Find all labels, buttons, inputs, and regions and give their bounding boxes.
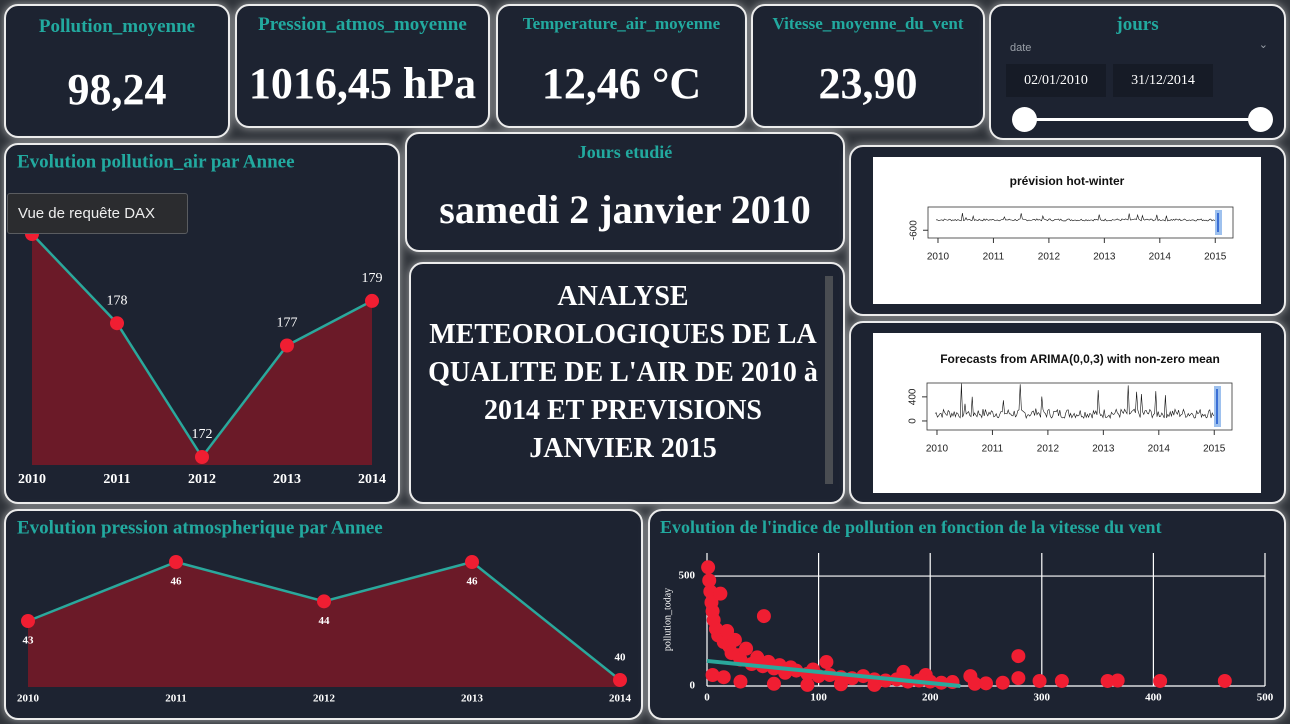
slicer-title: jours [1116, 14, 1159, 35]
card-title: Pression_atmos_moyenne [258, 14, 467, 35]
slider-handle[interactable] [1012, 107, 1037, 132]
plot-image [873, 333, 1261, 493]
slicer-start[interactable]: 02/01/2010 [1006, 64, 1106, 97]
card-title: Vitesse_moyenne_du_vent [772, 14, 964, 33]
image-tile [849, 145, 1286, 316]
tooltip: Vue de requête DAX [7, 193, 188, 234]
card-value: 98,24 [67, 65, 167, 114]
slicer-field: date [1010, 42, 1032, 54]
card: Pollution_moyenne 98,24 [4, 4, 230, 138]
text-box-content: ANALYSE METEOROLOGIQUES DE LA QUALITE DE… [428, 281, 818, 464]
card-title: Pollution_moyenne [38, 16, 196, 37]
day-card-value: samedi 2 janvier 2010 [439, 187, 811, 232]
slider-handle[interactable] [1248, 107, 1273, 132]
scrollbar[interactable] [825, 276, 833, 484]
slicer: jours date ⌄ 02/01/2010 31/12/2014 [989, 4, 1286, 140]
card-value: 1016,45 hPa [248, 59, 477, 108]
card: Temperature_air_moyenne 12,46 °C [496, 4, 747, 128]
slider-track [1024, 118, 1260, 121]
plot-image [873, 157, 1261, 304]
slicer-end[interactable]: 31/12/2014 [1113, 64, 1213, 97]
slicer-chevron[interactable]: ⌄ [1258, 39, 1268, 51]
day-card-title: Jours etudié [577, 142, 673, 162]
card-value: 23,90 [818, 59, 918, 108]
area-chart-tile [4, 509, 643, 720]
text-box: ANALYSE METEOROLOGIQUES DE LA QUALITE DE… [409, 262, 845, 504]
card-value: 12,46 °C [541, 59, 702, 108]
scatter-tile [648, 509, 1286, 720]
image-tile [849, 321, 1286, 504]
card: Vitesse_moyenne_du_vent 23,90 [751, 4, 985, 128]
card-title: Temperature_air_moyenne [522, 14, 721, 33]
card: Pression_atmos_moyenne 1016,45 hPa [235, 4, 490, 128]
day-card: Jours etudié samedi 2 janvier 2010 [405, 132, 845, 252]
